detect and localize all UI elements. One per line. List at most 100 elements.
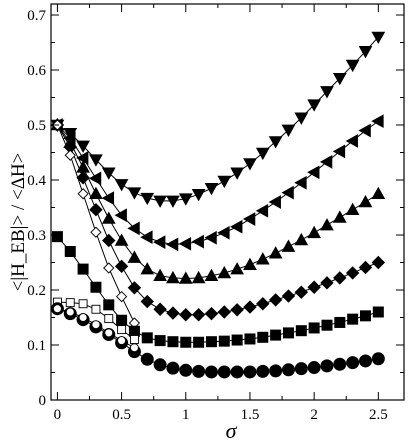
data-point [166,270,180,284]
data-point [281,124,296,137]
data-point [347,313,359,325]
data-point [180,336,192,348]
x-tick-label: 2 [310,407,318,423]
data-point [89,202,103,217]
data-point [358,260,373,275]
data-point [77,263,89,275]
data-point [255,203,269,218]
data-point [191,189,206,202]
data-point [178,193,193,206]
data-point [358,194,373,208]
data-point [358,46,373,59]
data-point [117,336,127,346]
data-point [243,365,257,379]
data-point [307,361,321,375]
data-point [51,231,63,243]
data-point [64,149,76,161]
data-point [153,235,166,249]
data-point [101,167,116,180]
data-point [256,297,270,311]
data-point [244,333,256,345]
series-5 [51,231,384,348]
data-point [332,72,347,86]
data-point [294,175,307,190]
data-point [243,300,257,314]
data-point [154,335,166,347]
series-layer [50,31,386,379]
data-point [166,195,180,208]
x-tick-label: 2.5 [369,407,388,423]
data-point [243,257,257,270]
data-point [268,195,281,209]
data-point [167,336,179,348]
data-point [320,276,334,290]
data-point [78,313,88,322]
data-point [372,306,384,318]
series-3 [50,118,386,322]
data-point [115,290,128,303]
data-point [89,186,103,200]
y-tick-label: 0.6 [27,63,46,79]
x-tick-label: 0 [54,407,62,423]
data-point [178,236,192,251]
data-point [371,31,386,45]
data-point [140,294,154,309]
data-point [140,192,155,206]
data-point [217,305,231,319]
data-point [193,336,205,348]
data-point [332,210,347,223]
data-point [165,237,179,252]
data-point [256,364,270,378]
data-point [90,226,102,238]
x-tick-label: 1.5 [241,407,260,423]
data-point [294,285,309,299]
data-point [77,188,89,200]
data-point [345,134,358,148]
data-point [307,165,320,180]
data-point [257,331,269,343]
axes-layer: 0 0.5 1 1.5 2 2.5 0 0.1 0.2 0.3 0.4 0.5 0.6 0.7 [27,4,404,423]
data-point [281,363,295,377]
data-point [91,320,101,330]
data-point [268,246,283,259]
data-point [230,262,244,275]
data-point [217,265,232,279]
data-point [230,303,244,317]
data-point [191,308,206,322]
data-point [117,325,127,335]
data-point [334,316,346,328]
data-point [218,335,230,347]
data-point [255,147,270,161]
data-point [294,232,309,246]
data-point [127,221,140,236]
data-point [358,123,371,138]
series-2 [50,117,386,284]
data-point [153,195,167,208]
data-point [217,175,232,189]
data-point [204,365,218,379]
data-point [230,365,244,379]
data-point [65,298,75,308]
plot-area [50,3,405,401]
data-point [358,354,372,368]
data-point [371,255,386,270]
data-point [104,328,114,338]
data-point [333,357,347,371]
data-point [282,327,294,339]
data-point [192,364,206,378]
data-point [52,304,62,314]
data-point [153,268,167,281]
data-point [76,171,90,185]
data-point [89,154,103,167]
data-point [179,363,193,377]
series-0 [50,31,386,208]
data-point [179,308,193,322]
data-point [76,140,90,153]
data-point [140,352,154,366]
data-point [127,187,142,200]
data-point [114,259,129,274]
data-point [359,310,371,322]
data-point [90,281,102,293]
data-point [268,293,283,307]
data-point [114,208,127,223]
